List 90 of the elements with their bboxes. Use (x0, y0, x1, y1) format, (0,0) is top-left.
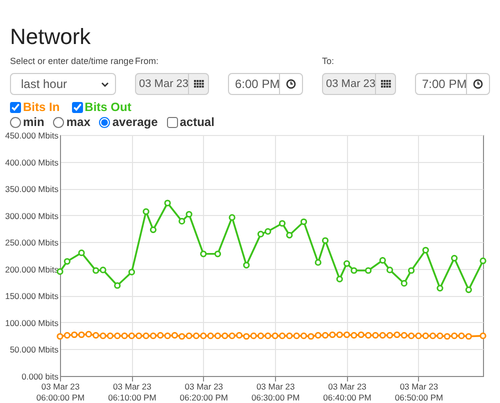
point (56, 333, 64, 340)
point (458, 332, 465, 340)
y-tick-label: 0.000 bits (22, 372, 58, 382)
point (200, 332, 207, 340)
text: From: (135, 56, 158, 66)
point (64, 332, 70, 339)
point (358, 331, 364, 338)
point (128, 332, 135, 340)
point (243, 333, 250, 340)
point (150, 332, 157, 340)
point (444, 333, 450, 340)
point (364, 332, 372, 339)
y-tick-label: 450.000 Mbits (5, 130, 58, 140)
x-tick-label: 03 Mar 23 06:40:00 PM (323, 382, 372, 402)
point (92, 332, 100, 339)
x-tick-label: 03 Mar 23 06:10:00 PM (108, 382, 156, 402)
point (264, 332, 272, 340)
text: min (22, 115, 44, 129)
point (386, 332, 394, 339)
text: To: (322, 56, 334, 66)
point (293, 332, 300, 340)
point (178, 333, 186, 340)
point (394, 331, 400, 338)
point (336, 331, 343, 338)
chart-title: Network (10, 24, 91, 50)
point (257, 332, 264, 340)
point (314, 332, 322, 339)
point (436, 332, 444, 340)
point (236, 332, 243, 339)
point (136, 332, 142, 340)
point (278, 332, 286, 340)
point (207, 332, 214, 340)
text: Bits In (22, 100, 60, 114)
point (106, 332, 114, 340)
y-tick-label: 200.000 Mbits (5, 264, 58, 274)
point (415, 332, 422, 340)
y-tick-label: 300.000 Mbits (5, 210, 58, 221)
point (408, 332, 415, 340)
point (222, 332, 228, 340)
point (164, 332, 171, 340)
x-tick-label: 03 Mar 23 06:50:00 PM (394, 382, 444, 402)
text: last hour (10, 73, 116, 95)
point (192, 332, 200, 340)
point (250, 332, 257, 340)
y-tick-label: 100.000 Mbits (5, 318, 58, 328)
text: max (65, 115, 90, 129)
point (228, 332, 236, 340)
point (400, 332, 408, 339)
point (329, 331, 336, 338)
point (322, 332, 329, 339)
x-tick-label: 03 Mar 23 06:00:00 PM (36, 382, 85, 402)
point (300, 332, 308, 340)
point (71, 331, 78, 338)
x-tick-label: 03 Mar 23 06:20:00 PM (180, 382, 228, 402)
point (100, 332, 106, 340)
text: 03 Mar 23 (135, 73, 209, 95)
point (171, 332, 178, 339)
y-tick-label: 400.000 Mbits (5, 157, 58, 168)
point (78, 331, 85, 338)
point (157, 332, 164, 339)
point (142, 332, 150, 340)
text: Select or enter date/time range (10, 56, 134, 66)
point (121, 332, 128, 340)
point (422, 332, 429, 340)
point (286, 332, 293, 340)
point (85, 330, 92, 338)
text: average (111, 115, 158, 129)
y-tick-label: 250.000 Mbits (5, 238, 58, 248)
y-tick-label: 150.000 Mbits (5, 291, 58, 302)
y-tick-label: 350.000 Mbits (5, 184, 58, 194)
point (451, 332, 458, 340)
point (430, 332, 436, 340)
point (186, 332, 192, 340)
point (379, 332, 386, 339)
point (465, 333, 472, 340)
point (308, 333, 314, 340)
x-tick-label: 03 Mar 23 06:30:00 PM (251, 382, 300, 402)
point (114, 332, 121, 340)
point (214, 332, 222, 340)
text: 7:00 PM (415, 73, 490, 95)
point (350, 332, 358, 339)
text: 6:00 PM (228, 73, 303, 95)
point (372, 332, 379, 339)
text: Bits Out (84, 100, 132, 114)
point (272, 332, 278, 340)
point (64, 258, 70, 265)
y-tick-label: 50.000 Mbits (10, 344, 58, 355)
text: 03 Mar 23 (322, 73, 396, 95)
point (343, 331, 350, 338)
text: actual (178, 115, 214, 129)
